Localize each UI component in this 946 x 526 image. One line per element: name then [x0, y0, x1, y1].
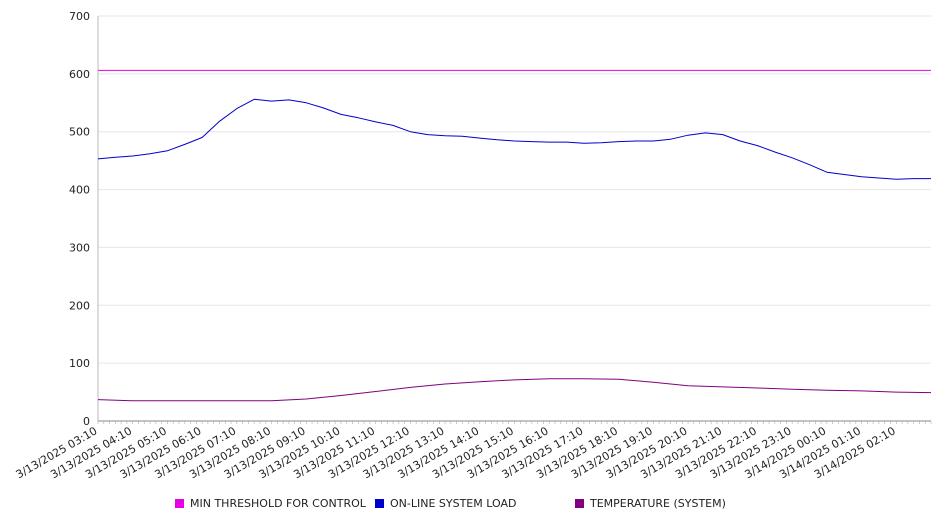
- y-tick-label: 0: [83, 415, 90, 428]
- legend-swatch-min-threshold: [175, 499, 184, 508]
- legend-swatch-system-load: [375, 499, 384, 508]
- legend-item-system-load[interactable]: ON-LINE SYSTEM LOAD: [375, 497, 516, 510]
- legend: MIN THRESHOLD FOR CONTROL ON-LINE SYSTEM…: [0, 497, 946, 515]
- grid-lines: [98, 15, 931, 364]
- series-lines: [97, 69, 932, 402]
- series-line-temperature: [97, 378, 932, 402]
- legend-label-temperature: TEMPERATURE (SYSTEM): [590, 497, 726, 510]
- y-tick-label: 600: [69, 68, 90, 81]
- series-line-system-load: [97, 98, 931, 180]
- line-chart: 3/13/2025 03:103/13/2025 04:103/13/2025 …: [14, 10, 932, 481]
- x-axis: 3/13/2025 03:103/13/2025 04:103/13/2025 …: [14, 420, 932, 481]
- y-tick-label: 200: [69, 299, 90, 312]
- legend-swatch-temperature: [575, 499, 584, 508]
- y-tick-label: 400: [69, 184, 90, 197]
- y-tick-label: 100: [69, 357, 90, 370]
- y-tick-label: 500: [69, 126, 90, 139]
- y-axis: 0 100 200 300 400 500 600 700: [69, 10, 99, 428]
- y-tick-label: 300: [69, 241, 90, 254]
- legend-item-min-threshold[interactable]: MIN THRESHOLD FOR CONTROL: [175, 497, 366, 510]
- legend-item-temperature[interactable]: TEMPERATURE (SYSTEM): [575, 497, 726, 510]
- legend-label-min-threshold: MIN THRESHOLD FOR CONTROL: [190, 497, 366, 510]
- legend-label-system-load: ON-LINE SYSTEM LOAD: [390, 497, 517, 510]
- y-tick-label: 700: [69, 10, 90, 23]
